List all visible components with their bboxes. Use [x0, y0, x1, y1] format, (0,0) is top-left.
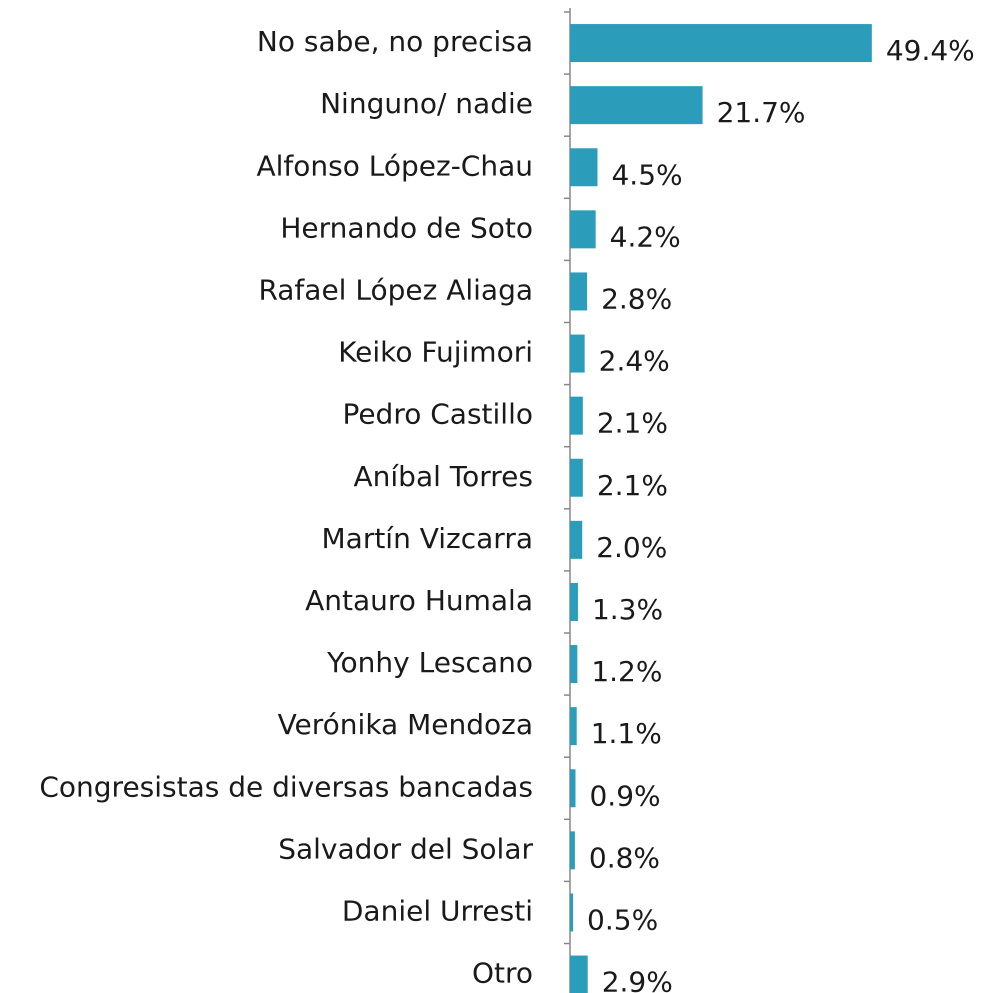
- category-label: Antauro Humala: [305, 584, 533, 617]
- bar: [570, 24, 872, 63]
- category-label: Daniel Urresti: [342, 894, 533, 927]
- value-label: 1.1%: [591, 717, 662, 750]
- bar: [570, 707, 577, 746]
- value-label: 2.4%: [599, 345, 670, 378]
- bar: [570, 645, 578, 684]
- category-label: Martín Vizcarra: [322, 522, 534, 555]
- bar: [570, 148, 598, 187]
- bar: [570, 210, 596, 249]
- bar: [570, 769, 576, 808]
- value-label: 0.9%: [589, 779, 660, 812]
- value-label: 49.4%: [886, 34, 975, 67]
- value-label: 2.8%: [601, 282, 672, 315]
- bar: [570, 458, 583, 497]
- category-label: Keiko Fujimori: [338, 336, 533, 369]
- value-label: 2.1%: [597, 469, 668, 502]
- bar: [570, 86, 703, 125]
- category-label: Pedro Castillo: [342, 398, 533, 431]
- bar: [570, 582, 578, 621]
- bar: [570, 396, 583, 435]
- value-label: 21.7%: [717, 96, 806, 129]
- value-label: 0.5%: [587, 903, 658, 936]
- bar: [570, 955, 588, 993]
- category-label: Otro: [472, 957, 533, 990]
- category-label: Congresistas de diversas bancadas: [39, 770, 533, 803]
- category-label: Verónika Mendoza: [278, 708, 533, 741]
- category-label: Hernando de Soto: [280, 211, 533, 244]
- bar: [570, 520, 583, 559]
- category-label: Yonhy Lescano: [326, 646, 533, 679]
- value-label: 2.0%: [596, 531, 667, 564]
- value-label: 1.2%: [591, 655, 662, 688]
- value-label: 2.1%: [597, 407, 668, 440]
- category-label: Salvador del Solar: [278, 832, 533, 865]
- category-label: Rafael López Aliaga: [258, 273, 533, 306]
- bar: [570, 831, 575, 870]
- category-label: Alfonso López-Chau: [256, 149, 533, 182]
- bar: [570, 893, 574, 932]
- value-label: 2.9%: [602, 966, 673, 993]
- category-label: Ninguno/ nadie: [320, 87, 533, 120]
- value-label: 4.2%: [610, 220, 681, 253]
- bar: [570, 272, 588, 311]
- value-label: 1.3%: [592, 593, 663, 626]
- category-label: No sabe, no precisa: [257, 25, 533, 58]
- value-label: 4.5%: [611, 158, 682, 191]
- bar: [570, 334, 585, 373]
- value-label: 0.8%: [589, 841, 660, 874]
- category-label: Aníbal Torres: [354, 460, 534, 493]
